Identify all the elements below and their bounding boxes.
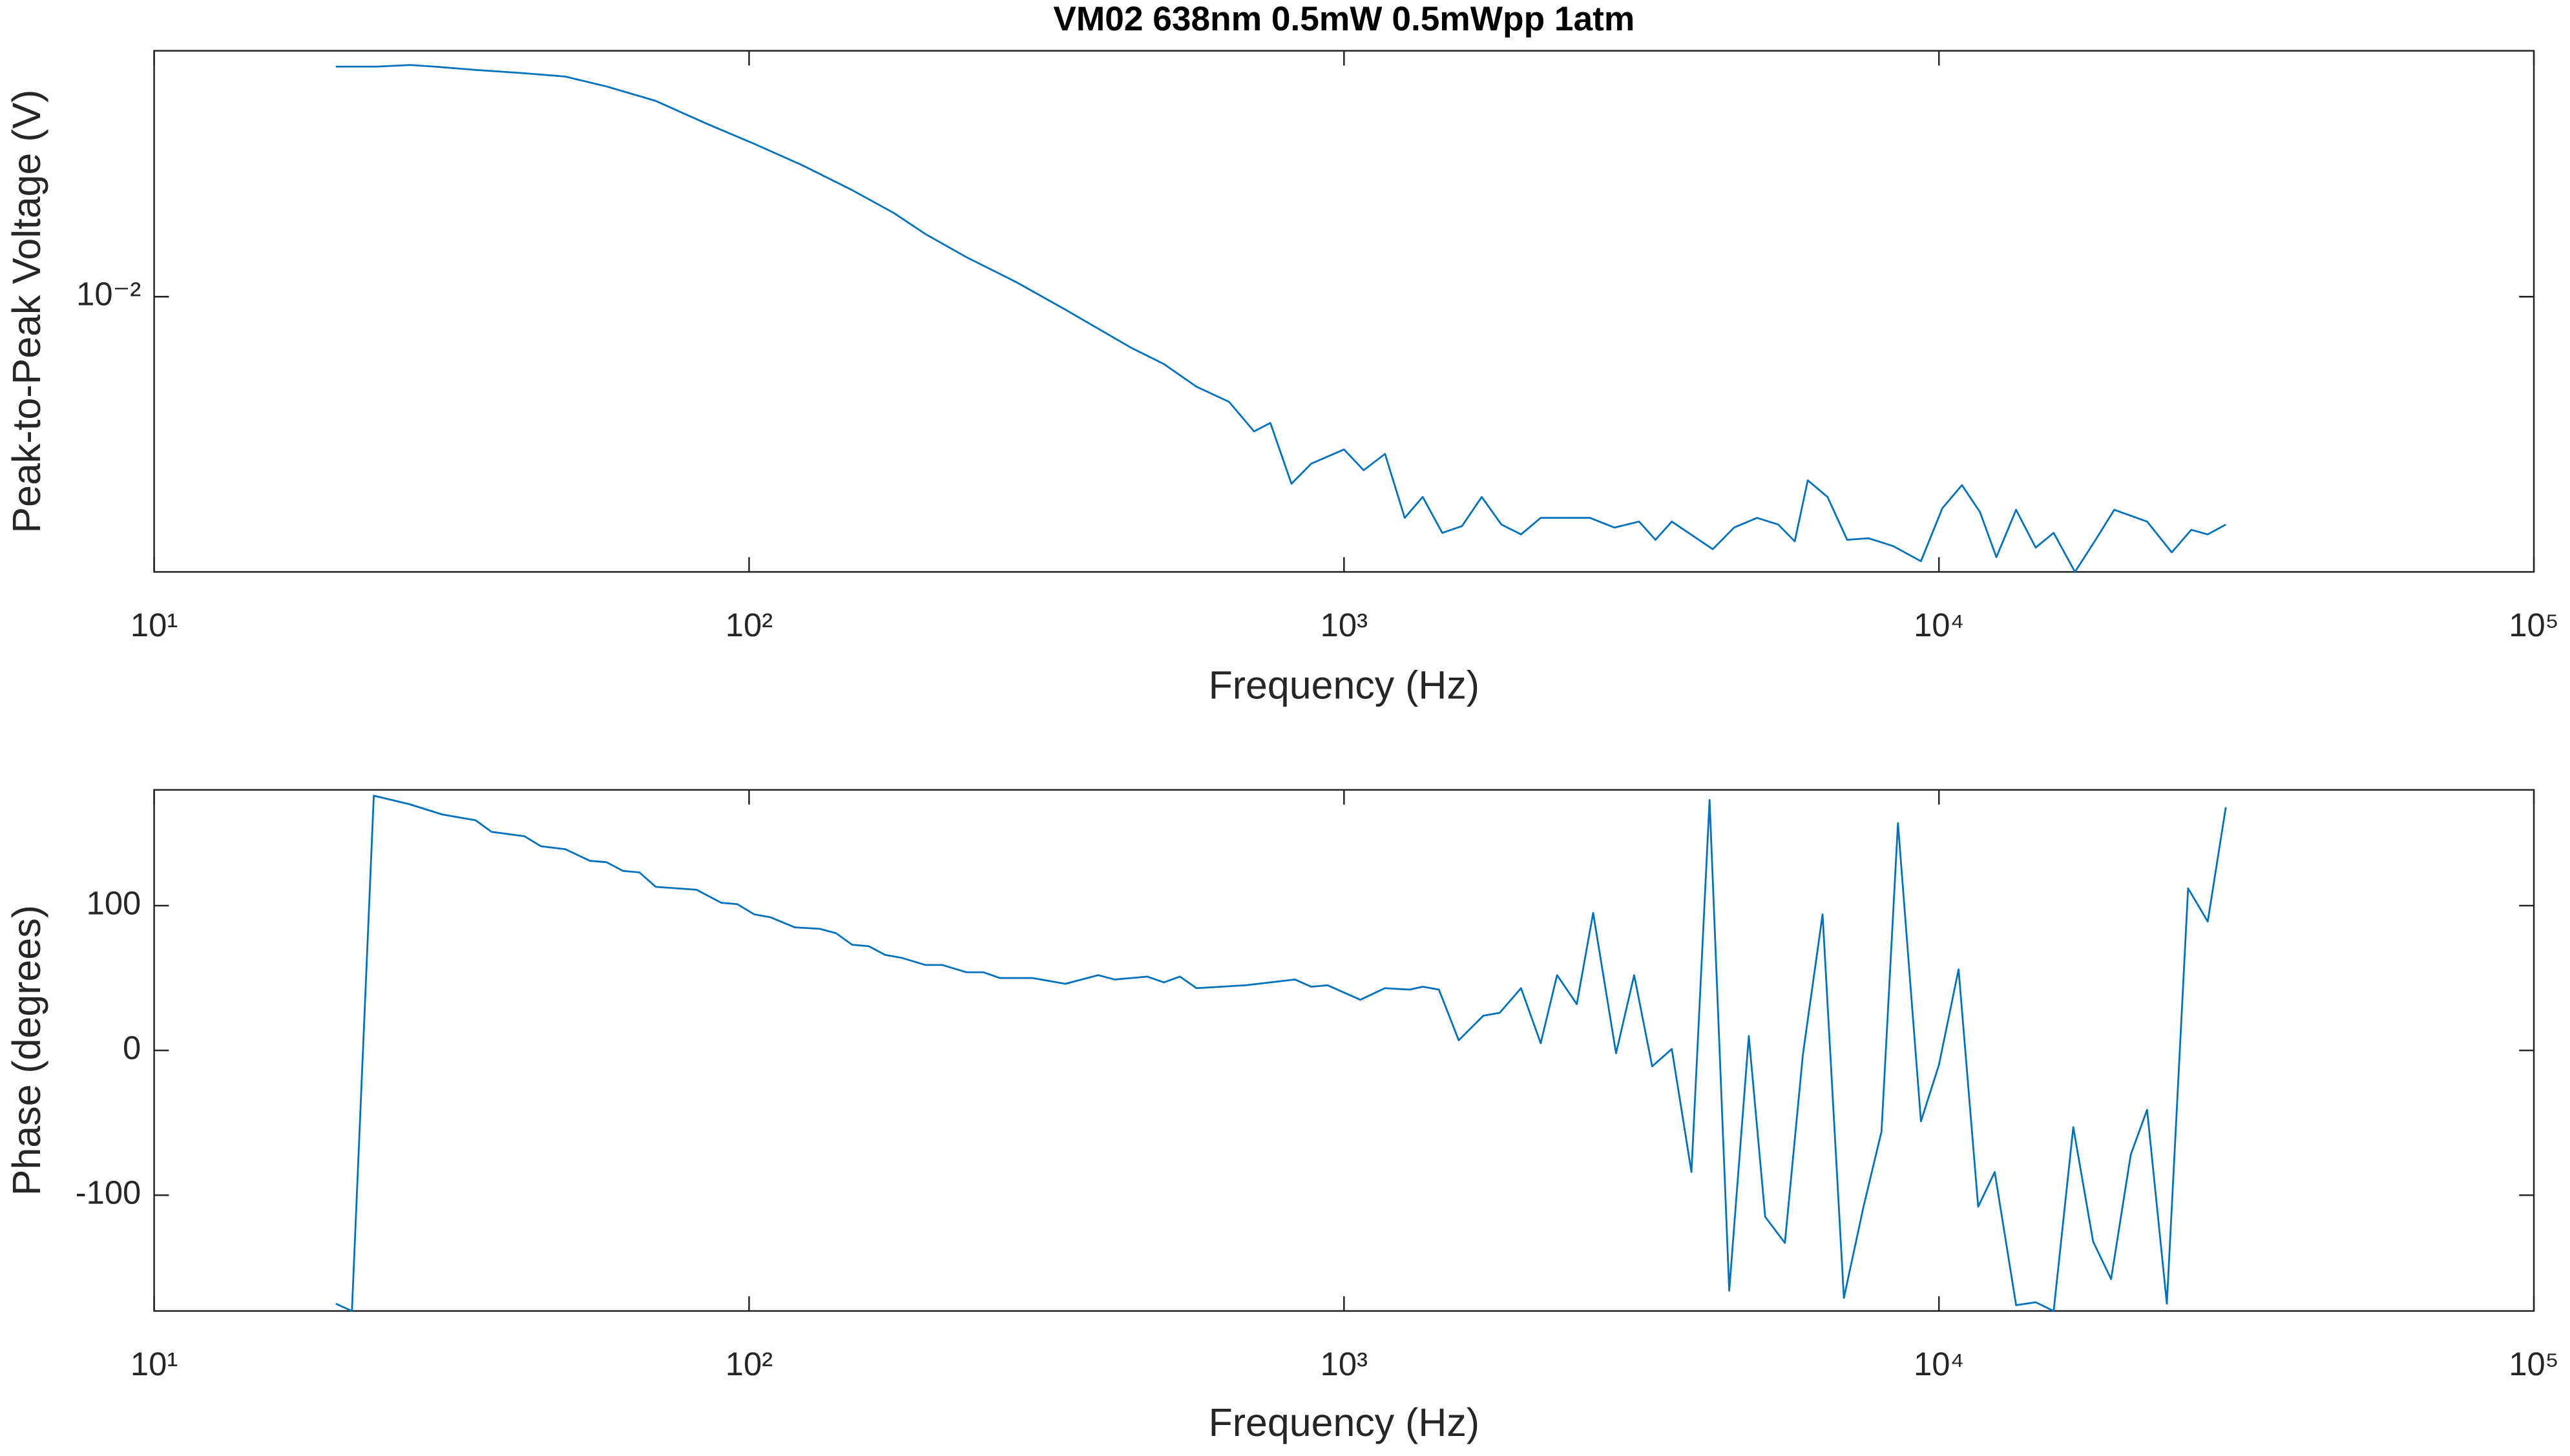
x-tick-label: 10² [726,607,773,643]
x-tick-label: 10⁴ [1914,1346,1964,1382]
x-tick-label: 10⁴ [1914,607,1964,643]
x-axis-label: Frequency (Hz) [1209,663,1479,707]
x-tick-label: 10³ [1321,1346,1368,1382]
y-axis-label: Phase (degrees) [5,905,48,1196]
data-line [335,64,2226,573]
chart-title: VM02 638nm 0.5mW 0.5mWpp 1atm [1053,0,1635,38]
x-tick-label: 10² [726,1346,773,1382]
y-tick-label: 0 [123,1030,141,1066]
y-tick-label: 100 [87,884,141,921]
x-tick-label: 10⁵ [2509,1346,2558,1382]
x-tick-label: 10¹ [131,1346,178,1382]
y-axis-label: Peak-to-Peak Voltage (V) [5,90,48,534]
x-tick-label: 10⁵ [2509,607,2558,643]
x-tick-label: 10³ [1321,607,1368,643]
x-axis-label: Frequency (Hz) [1209,1400,1479,1444]
x-tick-label: 10¹ [131,607,178,643]
data-line [335,795,2227,1312]
y-tick-label: -100 [76,1174,141,1211]
y-tick-label: 10⁻² [76,276,141,313]
